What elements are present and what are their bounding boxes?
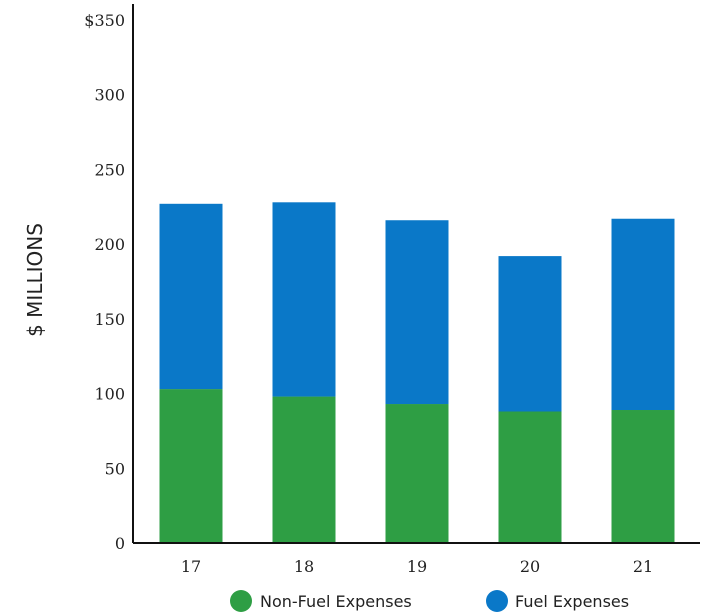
y-tick-label: 100: [94, 385, 125, 404]
bar-non-fuel-21: [611, 410, 675, 543]
legend-label-non-fuel: Non-Fuel Expenses: [260, 592, 412, 611]
bar-fuel-20: [498, 256, 562, 412]
y-tick-label: 300: [94, 86, 125, 105]
legend-marker-fuel: [486, 590, 508, 612]
x-tick-label: 20: [520, 557, 540, 576]
y-tick-label: $350: [84, 11, 125, 30]
y-tick-labels: 0 50 100 150 200 250 300 $350: [84, 11, 125, 553]
x-tick-label: 19: [407, 557, 427, 576]
bar-fuel-19: [385, 220, 449, 405]
bar-non-fuel-19: [385, 404, 449, 543]
y-tick-label: 250: [94, 160, 125, 179]
bar-non-fuel-20: [498, 411, 562, 543]
legend: Non-Fuel Expenses Fuel Expenses: [230, 590, 629, 612]
x-tick-label: 18: [294, 557, 314, 576]
x-tick-label: 21: [633, 557, 653, 576]
y-tick-label: 150: [94, 310, 125, 329]
legend-label-fuel: Fuel Expenses: [515, 592, 629, 611]
bar-non-fuel-18: [272, 396, 336, 543]
x-tick-labels: 17 18 19 20 21: [181, 557, 653, 576]
bar-fuel-17: [159, 203, 223, 390]
bar-non-fuel-17: [159, 389, 223, 543]
bars-group: [159, 202, 675, 543]
y-tick-label: 200: [94, 235, 125, 254]
y-tick-label: 50: [105, 459, 125, 478]
y-tick-label: 0: [115, 534, 125, 553]
y-axis-title: $ MILLIONS: [23, 223, 47, 337]
x-tick-label: 17: [181, 557, 201, 576]
bar-fuel-21: [611, 218, 675, 411]
legend-marker-non-fuel: [230, 590, 252, 612]
bar-fuel-18: [272, 202, 336, 397]
